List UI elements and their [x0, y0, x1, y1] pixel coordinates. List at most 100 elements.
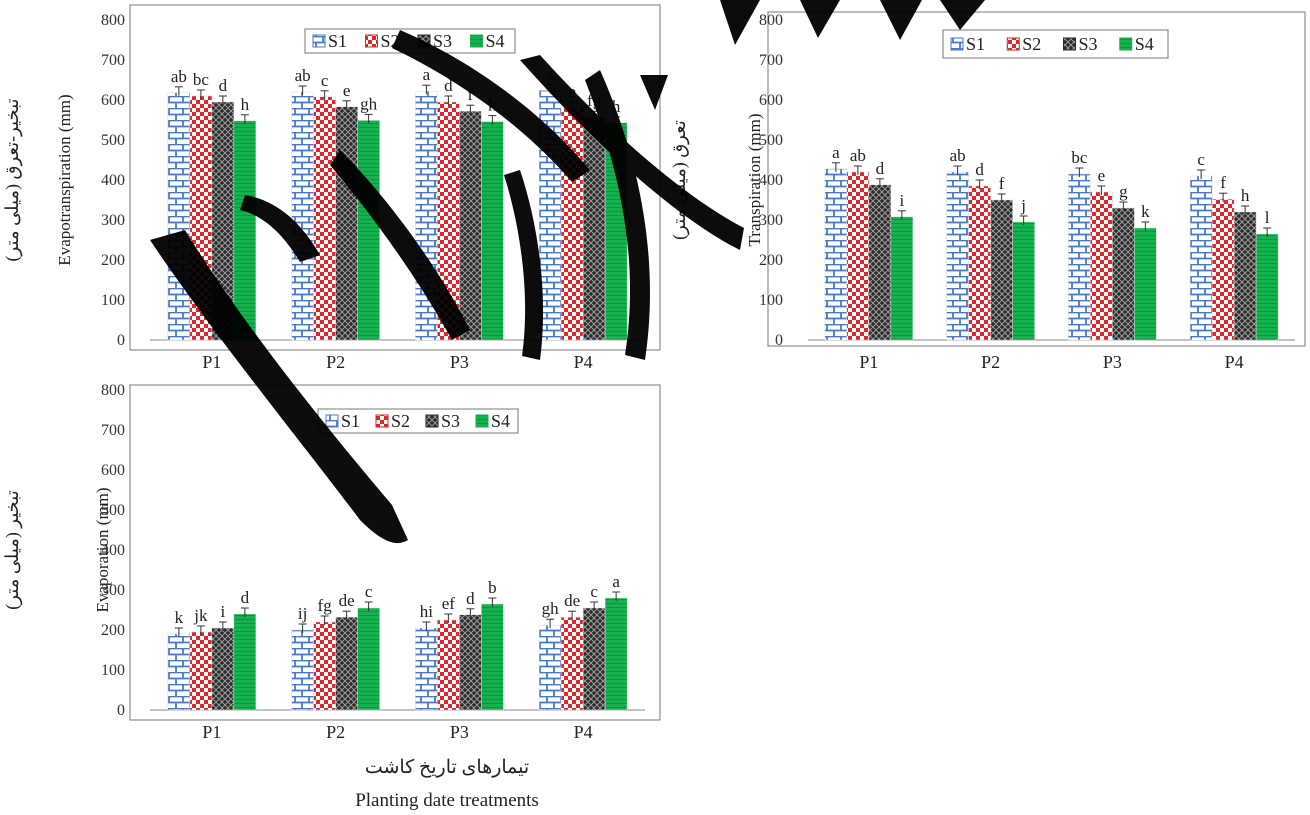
bar-s1-p4: [538, 624, 562, 711]
significance-letter: l: [1265, 208, 1270, 227]
significance-letter: d: [444, 76, 453, 95]
y-tick-label: 0: [117, 332, 125, 349]
x-axis-label-farsi: تیمارهای تاریخ کاشت: [365, 757, 529, 778]
y-tick-label: 500: [101, 132, 125, 149]
significance-letter: h: [241, 95, 250, 114]
bar-s4-p2: [357, 120, 380, 341]
bar-s3-p1: [211, 627, 235, 711]
legend: S1 S2 S3 S4: [942, 29, 1169, 59]
y-tick-label: 200: [101, 252, 125, 269]
y-tick-label: 400: [101, 172, 125, 189]
significance-letter: g: [1119, 182, 1128, 201]
significance-letter: bc: [1071, 148, 1088, 167]
significance-letter: ab: [950, 146, 966, 165]
x-tick-label: P3: [450, 722, 469, 742]
significance-letter: ef: [442, 594, 456, 613]
bar-s2-p1: [189, 631, 213, 711]
bar-s3-p1: [868, 184, 892, 341]
bar-s3-p4: [582, 116, 606, 341]
bar-s4-p2: [357, 607, 380, 711]
bar-s4-p1: [890, 216, 914, 341]
y-tick-label: 500: [101, 502, 125, 519]
bar-s2-p4: [560, 616, 584, 711]
x-axis-label-english: Planting date treatments: [355, 790, 539, 811]
legend-label: S4: [1135, 34, 1154, 54]
y-axis-label-farsi: تبخیر (میلی متر): [2, 490, 23, 609]
x-tick-label: P2: [326, 352, 345, 372]
bar-s3-p3: [1112, 207, 1135, 341]
x-tick-label: P1: [202, 352, 221, 372]
significance-letter: c: [321, 71, 329, 90]
bar-s4-p4: [1255, 233, 1279, 341]
bar-s1-p2: [291, 629, 314, 711]
y-tick-label: 100: [101, 662, 125, 679]
significance-letter: b: [488, 578, 497, 597]
significance-letter: de: [339, 591, 355, 610]
bar-s3-p2: [335, 616, 358, 711]
bar-s4-p3: [481, 121, 504, 341]
significance-letter: i: [900, 191, 905, 210]
significance-letter: ab: [850, 146, 866, 165]
legend-label: S3: [441, 411, 460, 431]
bar-s3-p2: [990, 199, 1013, 341]
legend-swatch-s1: [325, 414, 339, 428]
y-tick-label: 200: [101, 622, 125, 639]
y-tick-label: 300: [101, 582, 125, 599]
y-tick-label: 400: [759, 172, 783, 189]
bar-s3-p4: [582, 607, 606, 711]
significance-letter: d: [219, 76, 228, 95]
y-tick-label: 0: [775, 332, 783, 349]
legend-label: S3: [1079, 34, 1098, 54]
bar-s1-p1: [167, 633, 191, 711]
y-tick-label: 100: [101, 292, 125, 309]
bar-s2-p2: [968, 185, 991, 341]
chart-frame: [129, 384, 661, 721]
significance-letter: d: [466, 589, 475, 608]
bar-s1-p1: [167, 92, 191, 341]
legend-swatch-s1: [312, 34, 326, 48]
significance-letter: ij: [298, 604, 307, 623]
bar-s1-p2: [291, 91, 314, 341]
y-tick-label: 600: [101, 462, 125, 479]
bar-s3-p4: [1233, 211, 1257, 341]
y-axis-label-english: Evaporation (mm): [93, 487, 112, 612]
bar-s4-p4: [604, 597, 628, 711]
y-axis-label-english: Transpiration (mm): [745, 113, 764, 246]
significance-letter: a: [832, 143, 840, 162]
significance-letter: bc: [193, 70, 210, 89]
y-axis-label-farsi: تبخیر-تعرق (میلی متر): [2, 98, 23, 261]
significance-letter: fg: [318, 596, 333, 615]
legend-label: S4: [486, 31, 505, 51]
bar-s2-p4: [1211, 198, 1235, 341]
legend-label: S1: [328, 31, 347, 51]
legend-swatch-s2: [375, 414, 389, 428]
y-tick-label: 400: [101, 542, 125, 559]
bar-s4-p3: [1134, 227, 1157, 341]
bar-s1-p3: [415, 627, 438, 711]
bar-s1-p3: [1068, 173, 1091, 341]
legend-label: S4: [491, 411, 510, 431]
bar-s2-p3: [437, 619, 460, 711]
x-tick-label: P2: [326, 722, 345, 742]
bar-s3-p3: [459, 614, 482, 711]
significance-letter: jk: [193, 606, 208, 625]
significance-letter: e: [1098, 166, 1106, 185]
x-tick-label: P1: [202, 722, 221, 742]
legend-swatch-s2: [365, 34, 378, 48]
y-axis-label-english: Evapotranspiration (mm): [55, 94, 74, 265]
bar-s3-p3: [459, 110, 482, 341]
significance-letter: de: [564, 591, 580, 610]
legend-swatch-s3: [425, 414, 439, 428]
significance-letter: i: [221, 602, 226, 621]
x-tick-label: P1: [859, 352, 878, 372]
significance-letter: gh: [542, 599, 560, 618]
bar-s2-p2: [313, 621, 336, 711]
significance-letter: h: [1241, 186, 1250, 205]
x-tick-label: P3: [450, 352, 469, 372]
brush-stroke-watermark: [150, 0, 985, 544]
chart-frame: [767, 11, 1306, 347]
significance-letter: f: [468, 85, 474, 104]
x-tick-label: P3: [1103, 352, 1122, 372]
